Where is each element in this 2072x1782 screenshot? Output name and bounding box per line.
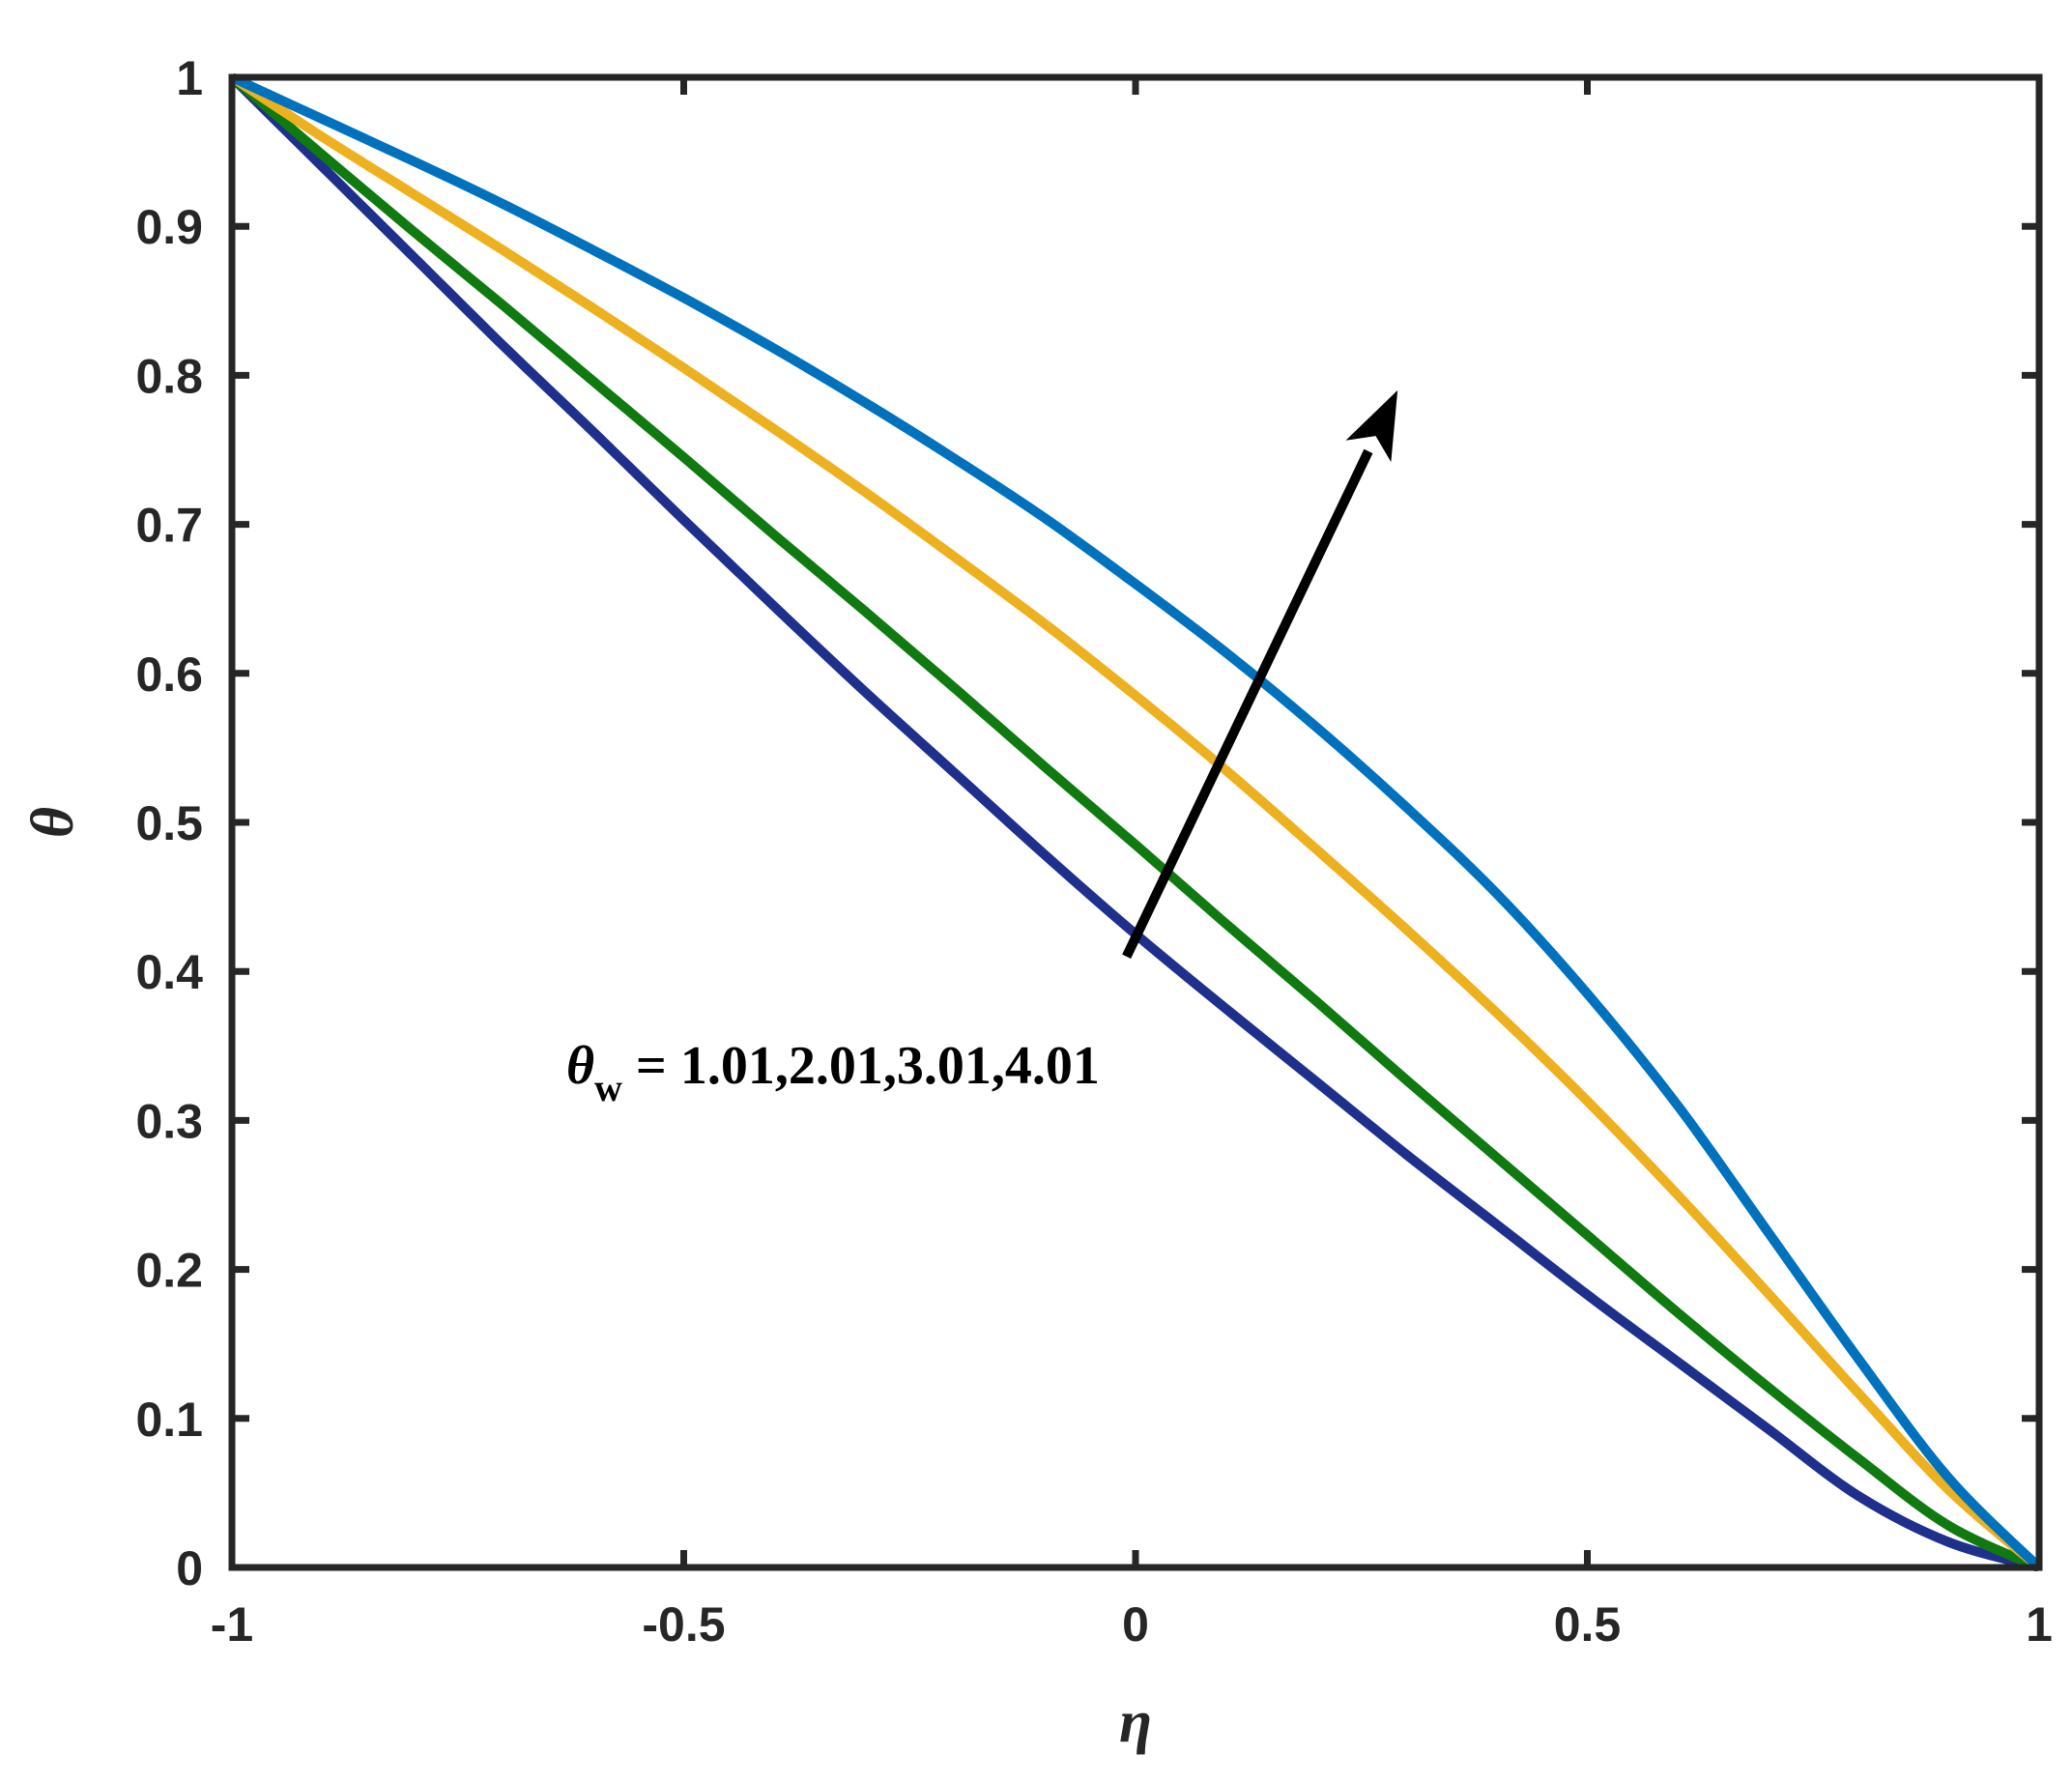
y-tick-label: 0.8 xyxy=(135,349,203,403)
y-tick-label: 0.5 xyxy=(135,796,203,850)
y-tick-label: 0.4 xyxy=(135,945,203,999)
y-tick-label: 0 xyxy=(176,1541,203,1595)
annotation: θw = 1.01,2.01,3.01,4.01 xyxy=(566,389,1398,1109)
y-tick-label: 0.9 xyxy=(135,200,203,254)
series-line-3 xyxy=(229,73,2043,1571)
annotation-arrow-shaft xyxy=(1122,448,1373,959)
x-tick-label: 0.5 xyxy=(1554,1597,1622,1652)
y-tick-label: 1 xyxy=(176,51,203,105)
annotation-arrow-head xyxy=(1345,389,1398,463)
y-tick-label: 0.3 xyxy=(135,1094,203,1148)
x-tick-label: 1 xyxy=(2026,1597,2053,1652)
y-tick-label: 0.1 xyxy=(135,1393,203,1447)
ticks-layer: -1 -0.5 0 0.5 1 0 0.1 0.2 0.3 0.4 0.5 0.6 0.7 0.8 0.9 1 xyxy=(135,51,2052,1652)
annotation-symbol: θ xyxy=(566,1036,594,1096)
x-tick-label: -0.5 xyxy=(642,1597,725,1652)
y-tick-label: 0.6 xyxy=(135,647,203,702)
series-line-4 xyxy=(229,73,2043,1571)
y-axis-label: θ xyxy=(20,807,86,838)
x-tick-label: -1 xyxy=(211,1597,253,1652)
annotation-subscript: w xyxy=(594,1066,622,1109)
y-tick-label: 0.2 xyxy=(135,1244,203,1298)
annotation-values: = 1.01,2.01,3.01,4.01 xyxy=(622,1036,1100,1096)
y-tick-label: 0.7 xyxy=(135,499,203,553)
x-tick-label: 0 xyxy=(1122,1597,1149,1652)
series-line-2 xyxy=(228,73,2042,1571)
x-axis-label: η xyxy=(1119,1689,1152,1755)
annotation-label: θw = 1.01,2.01,3.01,4.01 xyxy=(566,1036,1100,1109)
series-layer xyxy=(228,73,2043,1571)
series-line-1 xyxy=(228,73,2041,1571)
